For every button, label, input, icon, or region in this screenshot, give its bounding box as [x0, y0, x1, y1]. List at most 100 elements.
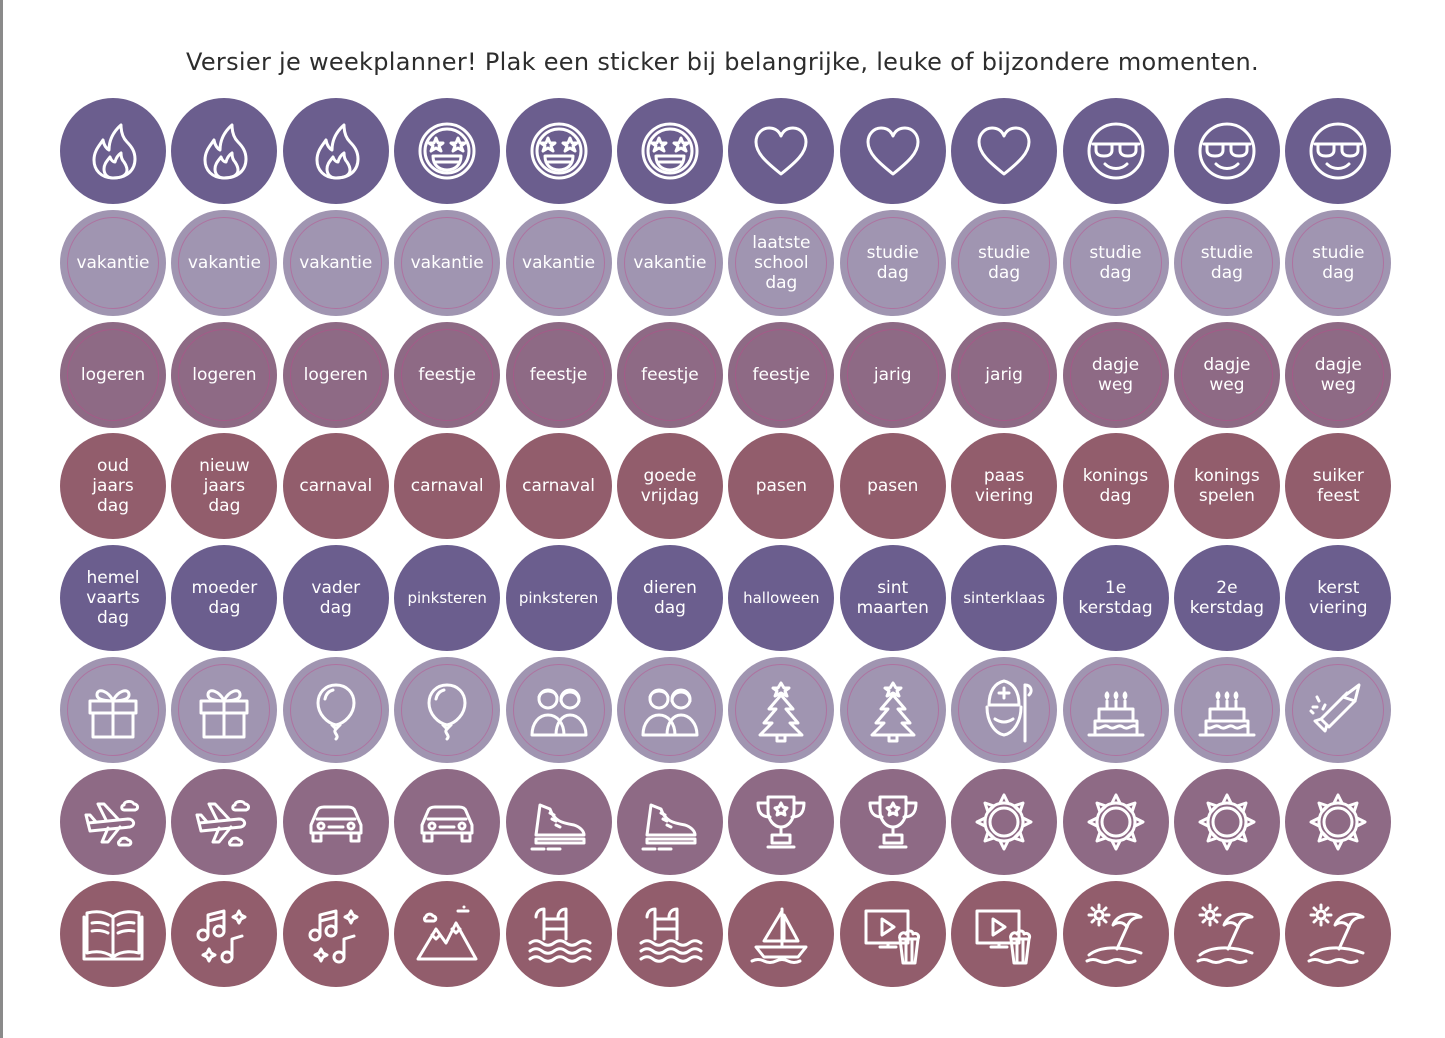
sticker-label: logeren — [282, 321, 389, 428]
sticker-text: halloween — [743, 589, 820, 608]
sticker-label: vakantie — [282, 209, 389, 316]
sticker-movie-popcorn — [951, 880, 1058, 987]
sticker-balloon — [394, 656, 501, 763]
sticker-sun — [1285, 768, 1392, 875]
sticker-label: vakantie — [60, 209, 166, 316]
sticker-label: kerst viering — [1285, 545, 1392, 652]
sunglasses-face-icon — [1198, 122, 1256, 180]
sticker-label: suiker feest — [1285, 433, 1392, 540]
sticker-beach-umbrella — [1062, 880, 1169, 987]
sticker-movie-popcorn — [839, 880, 946, 987]
sticker-sailboat — [728, 880, 835, 987]
sticker-star-eyes-face — [505, 98, 612, 204]
sneaker-icon — [641, 803, 697, 851]
sticker-sun — [951, 768, 1058, 875]
sticker-label: moeder dag — [171, 545, 278, 652]
star-eyes-face-icon — [418, 122, 476, 180]
balloon-icon — [427, 683, 467, 741]
beach-umbrella-icon — [1307, 903, 1365, 964]
sun-icon — [1087, 793, 1145, 851]
sticker-label: logeren — [171, 321, 278, 428]
sticker-label: vakantie — [394, 209, 501, 316]
sticker-sneaker — [505, 768, 612, 875]
car-icon — [309, 805, 363, 843]
sticker-label: oud jaars dag — [60, 433, 166, 540]
sticker-text: dagje weg — [1203, 354, 1251, 395]
sticker-text: vakantie — [633, 252, 707, 273]
airplane-icon — [84, 799, 139, 847]
sticker-swimming-pool — [616, 880, 723, 987]
sticker-label: studie dag — [1173, 209, 1280, 316]
sticker-label: vader dag — [282, 545, 389, 652]
sticker-text: logeren — [80, 364, 146, 385]
sticker-text: feestje — [529, 364, 588, 385]
sticker-sun — [1062, 768, 1169, 875]
grandparents-icon — [530, 688, 588, 737]
page-left-border — [0, 0, 3, 1038]
airplane-icon — [195, 799, 251, 847]
sticker-birthday-cake — [1173, 656, 1280, 763]
sticker-grandparents — [505, 656, 612, 763]
sticker-heart — [728, 98, 835, 204]
sticker-text: oud jaars dag — [92, 456, 134, 517]
sticker-text: logeren — [192, 364, 257, 385]
sneaker-icon — [530, 803, 586, 851]
sticker-heart — [951, 98, 1058, 204]
movie-popcorn-icon — [864, 909, 920, 965]
sticker-text: konings dag — [1082, 466, 1149, 507]
sticker-fire — [60, 98, 166, 204]
page-title: Versier je weekplanner! Plak een sticker… — [186, 48, 1259, 76]
sinterklaas-icon — [985, 679, 1033, 743]
balloon-icon — [316, 683, 356, 741]
sticker-label: paas viering — [951, 433, 1058, 540]
fire-icon — [92, 123, 137, 180]
sun-icon — [1198, 793, 1256, 851]
sticker-label: laatste school dag — [728, 209, 835, 316]
sticker-label: pasen — [839, 433, 946, 540]
sticker-label: feestje — [616, 321, 723, 428]
sticker-label: konings dag — [1062, 433, 1169, 540]
sticker-text: jarig — [985, 364, 1023, 385]
music-notes-icon — [196, 909, 247, 964]
sticker-fire — [282, 98, 389, 204]
sticker-sunglasses-face — [1062, 98, 1169, 204]
sticker-music-notes — [282, 880, 389, 987]
sticker-airplane — [171, 768, 278, 875]
sticker-star-eyes-face — [394, 98, 501, 204]
sticker-text: sinterklaas — [963, 589, 1046, 608]
sun-icon — [1309, 793, 1367, 851]
sticker-text: vakantie — [76, 252, 150, 273]
sticker-beach-umbrella — [1173, 880, 1280, 987]
christmas-tree-icon — [758, 681, 804, 743]
sticker-label: dagje weg — [1173, 321, 1280, 428]
star-eyes-face-icon — [641, 122, 699, 180]
sticker-text: jarig — [873, 364, 912, 385]
sticker-label: hemel vaarts dag — [60, 545, 166, 652]
sticker-text: studie dag — [1089, 242, 1142, 283]
sticker-fire — [171, 98, 278, 204]
sticker-label: studie dag — [951, 209, 1058, 316]
sticker-text: logeren — [303, 364, 368, 385]
birthday-cake-icon — [1198, 691, 1256, 737]
sticker-star-eyes-face — [616, 98, 723, 204]
sticker-label: pasen — [728, 433, 835, 540]
sticker-text: 1e kerstdag — [1078, 578, 1153, 619]
sticker-label: jarig — [951, 321, 1058, 428]
sticker-label: sint maarten — [839, 545, 946, 652]
sailboat-icon — [750, 907, 808, 964]
sticker-text: suiker feest — [1312, 466, 1364, 507]
sticker-text: 2e kerstdag — [1189, 578, 1265, 619]
sunglasses-face-icon — [1087, 122, 1145, 180]
sticker-label: konings spelen — [1173, 433, 1280, 540]
swimming-pool-icon — [528, 907, 592, 963]
sticker-text: vakantie — [299, 252, 373, 273]
heart-icon — [754, 126, 808, 176]
sticker-text: sint maarten — [856, 578, 929, 619]
sticker-text: pasen — [755, 476, 807, 497]
sticker-label: dieren dag — [616, 545, 723, 652]
sticker-music-notes — [171, 880, 278, 987]
sticker-label: dagje weg — [1285, 321, 1392, 428]
sticker-label: pinksteren — [394, 545, 501, 652]
sticker-label: jarig — [839, 321, 946, 428]
sticker-label: 2e kerstdag — [1173, 545, 1280, 652]
